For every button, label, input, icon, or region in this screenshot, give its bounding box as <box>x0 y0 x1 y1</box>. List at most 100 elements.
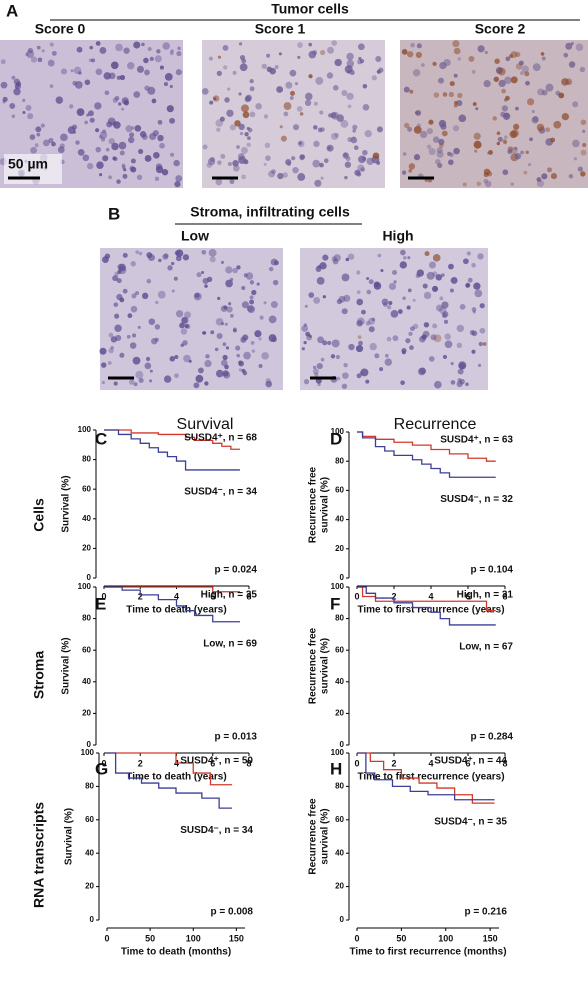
cell <box>357 164 365 172</box>
cell <box>356 290 361 294</box>
cell <box>133 91 141 98</box>
cell <box>356 320 363 327</box>
cell <box>550 137 556 143</box>
cell <box>100 137 106 142</box>
cell <box>303 341 307 345</box>
cell <box>444 340 453 349</box>
cell <box>130 158 136 164</box>
cell <box>319 110 324 115</box>
cell <box>409 345 414 350</box>
cell <box>422 283 428 289</box>
y-tick-label: 100 <box>78 582 92 591</box>
cell <box>510 76 518 84</box>
cell <box>232 267 238 274</box>
cell <box>154 55 162 63</box>
cell <box>561 113 570 121</box>
cell <box>330 112 337 119</box>
cell <box>462 258 469 265</box>
cell <box>472 102 477 107</box>
y-axis-label: Recurrence free <box>308 466 319 543</box>
cell <box>149 56 154 61</box>
cell <box>204 284 208 288</box>
cell <box>11 114 16 119</box>
cell <box>232 328 237 333</box>
cell <box>236 145 240 149</box>
cell <box>99 173 103 177</box>
cell <box>312 368 319 375</box>
cell <box>78 71 82 75</box>
cell <box>348 343 355 351</box>
cell <box>241 301 249 309</box>
cell <box>99 131 108 139</box>
cell <box>361 309 366 315</box>
cell <box>144 362 152 370</box>
cell <box>437 163 443 169</box>
y-tick-label: 60 <box>335 815 344 824</box>
cell <box>94 102 102 110</box>
cell <box>123 100 130 106</box>
cell <box>435 274 443 281</box>
cell <box>448 91 454 98</box>
cell <box>386 305 392 310</box>
cell <box>316 362 323 370</box>
cell <box>439 296 444 301</box>
cell <box>501 105 509 112</box>
series-label: SUSD4⁺, n = 68 <box>184 433 257 444</box>
panel-letter: E <box>95 594 106 613</box>
y-axis-label: survival (%) <box>320 638 331 694</box>
y-tick-label: 60 <box>335 486 344 495</box>
cell <box>514 153 522 160</box>
cell <box>352 124 358 130</box>
cell <box>304 304 308 308</box>
cell <box>101 380 105 385</box>
cell <box>385 353 389 358</box>
x-tick-label: 6 <box>465 591 470 601</box>
cell <box>303 379 310 385</box>
cell <box>244 132 249 137</box>
cell <box>401 348 407 354</box>
cell <box>149 379 153 383</box>
cell <box>236 265 241 270</box>
x-tick-label: 50 <box>396 933 406 943</box>
cell <box>424 251 430 257</box>
x-tick-label: 0 <box>101 591 106 601</box>
cell <box>308 74 313 79</box>
cell <box>299 112 304 116</box>
cell <box>316 276 325 285</box>
cell <box>453 103 458 108</box>
cell <box>122 173 128 179</box>
cell <box>515 51 521 58</box>
cell <box>471 69 476 74</box>
cell <box>289 96 294 100</box>
km-curve <box>357 431 496 462</box>
cell <box>102 155 109 162</box>
cell <box>282 172 288 178</box>
cell <box>521 65 529 73</box>
cell <box>119 352 125 358</box>
cell <box>292 166 299 174</box>
km-curve <box>357 586 496 626</box>
cell <box>271 337 277 343</box>
cell <box>84 79 91 86</box>
cell <box>456 342 463 348</box>
cell <box>76 46 83 53</box>
cell <box>130 166 137 173</box>
cell <box>157 134 164 142</box>
cell <box>151 337 158 345</box>
y-tick-label: 0 <box>340 740 345 749</box>
cell <box>328 113 333 118</box>
cell <box>239 63 248 72</box>
cell <box>154 324 161 330</box>
cell <box>241 104 249 113</box>
cell <box>486 171 493 177</box>
cell <box>439 61 447 70</box>
cell <box>420 63 425 67</box>
cell <box>453 73 458 78</box>
cell <box>428 119 434 125</box>
cell <box>416 43 422 49</box>
cell <box>524 71 530 77</box>
cell <box>343 152 348 157</box>
cell <box>251 349 256 353</box>
cell <box>439 143 444 148</box>
cell <box>254 330 262 338</box>
